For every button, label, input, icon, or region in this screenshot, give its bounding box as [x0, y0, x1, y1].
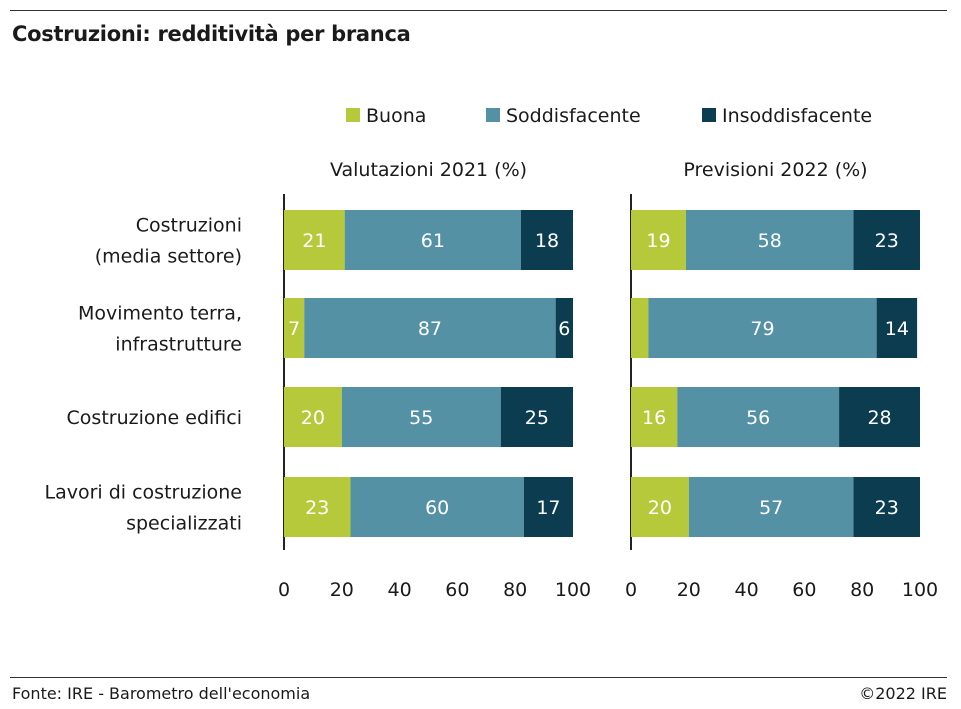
- top-rule: [10, 10, 947, 11]
- x-tick-label: 20: [677, 579, 701, 601]
- bar-segment: [284, 210, 345, 270]
- data-label: 16: [642, 407, 666, 429]
- bar-segment: [688, 477, 854, 537]
- x-tick-label: 0: [278, 579, 290, 601]
- data-label: 23: [875, 230, 899, 252]
- x-tick-label: 80: [503, 579, 527, 601]
- chart-title: Costruzioni: redditività per branca: [12, 22, 411, 46]
- bar-segment: [631, 210, 686, 270]
- bar-segment: [677, 387, 840, 447]
- bar-segment: [631, 298, 649, 358]
- data-label: 79: [750, 318, 774, 340]
- bar-segment: [284, 298, 305, 358]
- data-label: 17: [536, 497, 560, 519]
- data-label: 61: [421, 230, 445, 252]
- legend-swatch-3: [702, 108, 716, 122]
- bar-segment: [685, 210, 854, 270]
- x-tick-label: 0: [625, 579, 637, 601]
- x-tick-label: 40: [735, 579, 759, 601]
- bar-segment: [876, 298, 918, 358]
- x-tick-label: 20: [330, 579, 354, 601]
- legend-swatch-1: [346, 108, 360, 122]
- row-label: (media settore): [95, 246, 242, 268]
- x-tick-label: 80: [850, 579, 874, 601]
- bar-segment: [284, 387, 342, 447]
- bar-segment: [523, 477, 573, 537]
- x-tick-label: 100: [902, 579, 938, 601]
- bar-segment: [555, 298, 573, 358]
- legend-label-1: Buona: [366, 105, 426, 127]
- row-label: Costruzioni: [136, 215, 242, 237]
- bar-segment: [631, 477, 689, 537]
- legend-label-3: Insoddisfacente: [722, 105, 872, 127]
- x-tick-label: 100: [555, 579, 591, 601]
- bar-segment: [853, 477, 920, 537]
- bar-segment: [284, 477, 351, 537]
- data-label: 56: [746, 407, 770, 429]
- panel-title: Previsioni 2022 (%): [683, 159, 867, 181]
- data-label: 25: [525, 407, 549, 429]
- bar-segment: [520, 210, 573, 270]
- bar-segment: [350, 477, 524, 537]
- source-note: Fonte: IRE - Barometro dell'economia: [12, 684, 311, 703]
- bottom-rule: [10, 677, 947, 678]
- bar-segment: [631, 387, 678, 447]
- row-label: Lavori di costruzione: [45, 482, 243, 504]
- bar-segment: [500, 387, 573, 447]
- row-label: Costruzione edifici: [67, 407, 242, 429]
- data-label: 28: [867, 407, 891, 429]
- data-label: 60: [425, 497, 449, 519]
- data-label: 19: [646, 230, 670, 252]
- data-label: 57: [759, 497, 783, 519]
- row-label: Movimento terra,: [78, 303, 242, 325]
- data-label: 23: [305, 497, 329, 519]
- data-label: 23: [875, 497, 899, 519]
- data-label: 18: [535, 230, 559, 252]
- data-label: 55: [409, 407, 433, 429]
- bar-segment: [304, 298, 556, 358]
- data-label: 58: [758, 230, 782, 252]
- data-label: 7: [288, 318, 300, 340]
- row-label: infrastrutture: [115, 334, 242, 356]
- x-tick-label: 60: [445, 579, 469, 601]
- legend-label-2: Soddisfacente: [506, 105, 641, 127]
- legend-swatch-2: [486, 108, 500, 122]
- bar-segment: [344, 210, 521, 270]
- x-tick-label: 40: [388, 579, 412, 601]
- data-label: 20: [648, 497, 672, 519]
- data-label: 21: [302, 230, 326, 252]
- copyright: ©2022 IRE: [859, 684, 947, 703]
- bar-segment: [648, 298, 877, 358]
- data-label: 6: [558, 318, 570, 340]
- bar-segment: [839, 387, 920, 447]
- row-label: specializzati: [126, 513, 242, 535]
- bar-segment: [853, 210, 920, 270]
- x-tick-label: 60: [792, 579, 816, 601]
- panel-title: Valutazioni 2021 (%): [330, 159, 527, 181]
- data-label: 87: [418, 318, 442, 340]
- data-label: 20: [301, 407, 325, 429]
- data-label: 14: [885, 318, 909, 340]
- bar-segment: [341, 387, 501, 447]
